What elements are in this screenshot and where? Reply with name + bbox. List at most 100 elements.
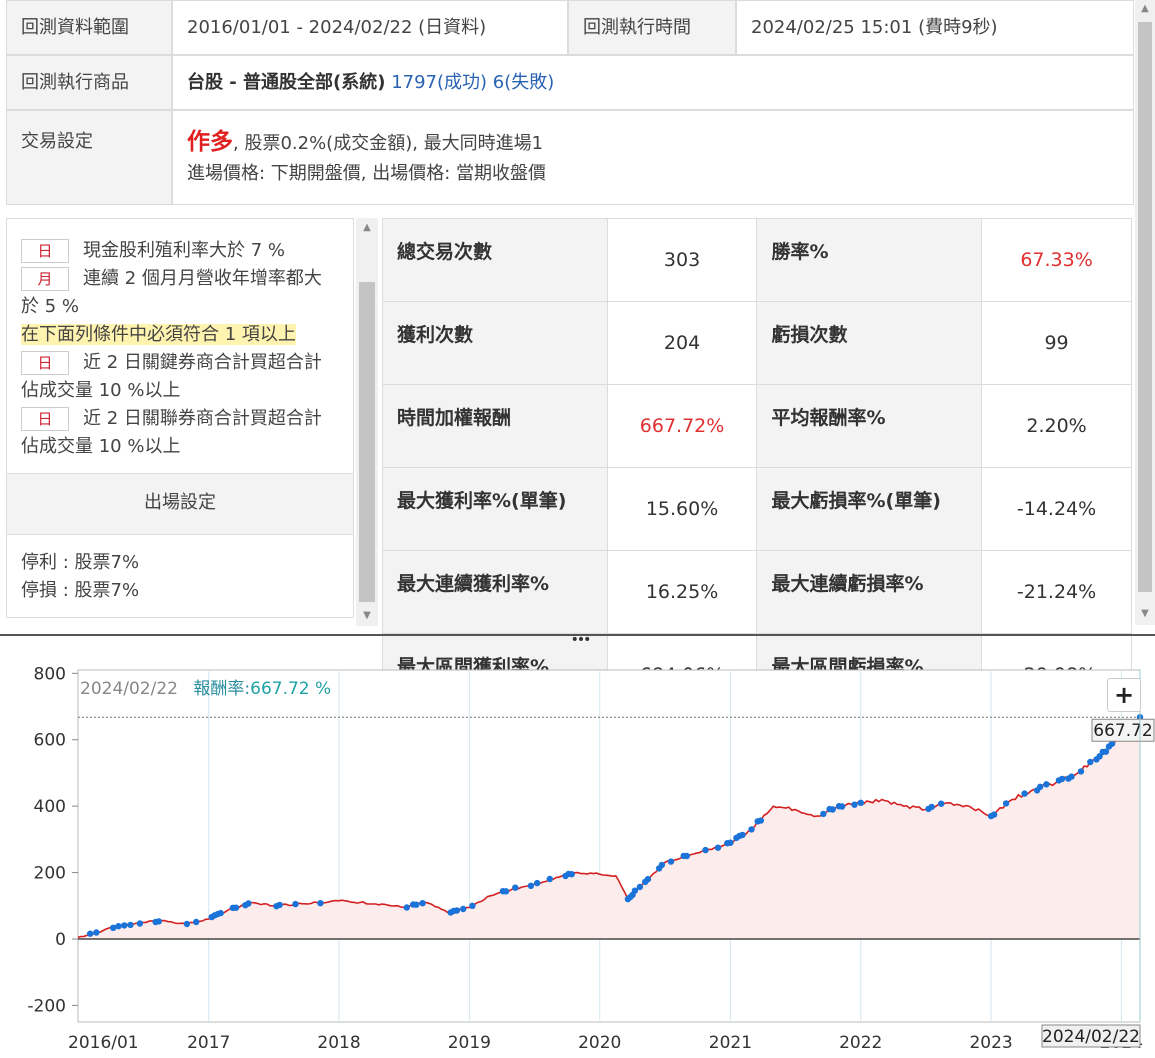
series-marker	[829, 806, 836, 813]
series-marker	[115, 923, 122, 930]
condition-item: 月連續 2 個月月營收年增率都大於 5 %	[21, 265, 339, 321]
trade-prices: 進場價格: 下期開盤價, 出場價格: 當期收盤價	[187, 163, 547, 184]
chart-zoom-button[interactable]: +	[1107, 678, 1141, 712]
conditions-scroll-thumb[interactable]	[359, 282, 375, 602]
series-marker	[1043, 781, 1050, 788]
series-marker	[419, 900, 426, 907]
stat-label: 最大連續獲利率%	[382, 550, 608, 634]
product-success-link[interactable]: 1797(成功)	[391, 72, 488, 93]
stat-label: 最大連續虧損率%	[756, 550, 983, 634]
stat-value: 16.25%	[606, 550, 758, 634]
x-tick-label: 2019	[448, 1033, 491, 1053]
condition-text: 連續 2 個月月營收年增率都大於 5 %	[21, 268, 322, 317]
stat-label: 時間加權報酬	[382, 384, 608, 468]
page-scrollbar[interactable]: ▲ ▼	[1135, 0, 1155, 625]
x-tick-label: 2021	[709, 1033, 752, 1053]
series-marker	[683, 852, 690, 860]
stat-label: 獲利次數	[382, 301, 608, 385]
series-marker	[1021, 790, 1028, 797]
trade-label: 交易設定	[6, 110, 172, 205]
series-marker	[87, 930, 94, 937]
series-marker	[938, 800, 945, 807]
series-marker	[121, 922, 128, 929]
series-marker	[1037, 783, 1044, 790]
series-marker	[245, 900, 252, 907]
series-marker	[1108, 740, 1116, 747]
trade-direction: 作多	[187, 129, 233, 155]
condition-tag: 日	[21, 351, 69, 375]
stat-value: 15.60%	[606, 467, 758, 551]
series-marker	[276, 901, 283, 909]
condition-item: 日近 2 日關聯券商合計買超合計佔成交量 10 %以上	[21, 405, 339, 461]
exit-settings: 停利 : 股票7% 停損 : 股票7%	[21, 549, 139, 605]
stats-row: 時間加權報酬 667.72% 平均報酬率% 2.20%	[382, 384, 1132, 468]
scroll-up-icon[interactable]: ▲	[1141, 3, 1149, 14]
stat-label: 虧損次數	[756, 301, 983, 385]
stop-loss: 停損 : 股票7%	[21, 580, 140, 601]
series-marker	[232, 904, 240, 911]
product-value: 台股 - 普通股全部(系統) 1797(成功) 6(失敗)	[172, 55, 1134, 110]
conditions-list: 日現金股利殖利率大於 7 % 月連續 2 個月月營收年增率都大於 5 % 在下面…	[7, 219, 353, 461]
conditions-panel: 日現金股利殖利率大於 7 % 月連續 2 個月月營收年增率都大於 5 % 在下面…	[6, 218, 354, 618]
x-tick-label: 2022	[839, 1033, 882, 1053]
stat-label: 平均報酬率%	[756, 384, 983, 468]
stats-row: 最大獲利率%(單筆) 15.60% 最大虧損率%(單筆) -14.24%	[382, 467, 1132, 551]
scroll-up-icon[interactable]: ▲	[363, 222, 371, 233]
scroll-down-icon[interactable]: ▼	[363, 610, 371, 621]
condition-tag: 日	[21, 407, 69, 431]
y-tick-label: 0	[55, 930, 66, 950]
series-marker	[292, 900, 299, 908]
range-value: 2016/01/01 - 2024/02/22 (日資料)	[172, 0, 568, 55]
series-marker	[820, 810, 827, 818]
condition-tag: 月	[21, 267, 69, 291]
series-marker	[1087, 758, 1094, 766]
series-marker	[546, 875, 553, 883]
scroll-down-icon[interactable]: ▼	[1141, 608, 1149, 619]
y-tick-label: -200	[27, 996, 66, 1016]
series-marker	[403, 904, 410, 911]
series-marker	[631, 887, 639, 894]
chart-date: 2024/02/22	[80, 679, 178, 699]
stat-value: 303	[606, 218, 758, 302]
series-marker	[136, 920, 144, 927]
series-marker	[857, 799, 864, 806]
stat-value: -21.24%	[981, 550, 1132, 634]
condition-text: 近 2 日關鍵券商合計買超合計佔成交量 10 %以上	[21, 352, 322, 401]
series-marker	[1102, 748, 1110, 755]
series-marker	[183, 920, 191, 928]
return-chart: 2016/01201720182019202020212022202320248…	[27, 664, 1155, 1053]
stats-row: 總交易次數 303 勝率% 67.33%	[382, 218, 1132, 302]
series-marker	[727, 839, 734, 846]
series-marker	[1077, 768, 1085, 775]
series-marker	[714, 844, 722, 851]
series-marker	[658, 861, 666, 869]
condition-text: 現金股利殖利率大於 7 %	[83, 240, 285, 261]
last-value-label: 667.72	[1093, 721, 1152, 741]
y-tick-label: 200	[34, 864, 66, 884]
condition-item: 日現金股利殖利率大於 7 %	[21, 237, 339, 265]
panel-splitter[interactable]	[0, 634, 1155, 636]
product-name: 台股 - 普通股全部(系統)	[187, 72, 386, 93]
conditions-scrollbar[interactable]: ▲ ▼	[356, 218, 378, 626]
series-marker	[127, 921, 134, 929]
series-marker	[851, 801, 858, 808]
stat-value: 99	[981, 301, 1132, 385]
series-marker	[453, 907, 461, 914]
condition-tag: 日	[21, 239, 69, 263]
stat-value: 667.72%	[606, 384, 758, 468]
x-tick-label: 2020	[578, 1033, 621, 1053]
y-tick-label: 600	[34, 731, 66, 751]
series-area	[78, 717, 1140, 939]
condition-item: 日近 2 日關鍵券商合計買超合計佔成交量 10 %以上	[21, 349, 339, 405]
more-horizontal-icon[interactable]: •••	[570, 632, 592, 648]
page-scroll-thumb[interactable]	[1138, 22, 1152, 592]
stat-value: 67.33%	[981, 218, 1132, 302]
exec-time-value: 2024/02/25 15:01 (費時9秒)	[736, 0, 1134, 55]
x-tick-label: 2016/01	[68, 1033, 139, 1053]
chart-return-label: 報酬率:	[193, 679, 251, 699]
series-marker	[1096, 753, 1103, 760]
stats-row: 獲利次數 204 虧損次數 99	[382, 301, 1132, 385]
series-marker	[93, 929, 100, 936]
product-fail-link[interactable]: 6(失敗)	[492, 72, 555, 93]
stat-label: 最大獲利率%(單筆)	[382, 467, 608, 551]
